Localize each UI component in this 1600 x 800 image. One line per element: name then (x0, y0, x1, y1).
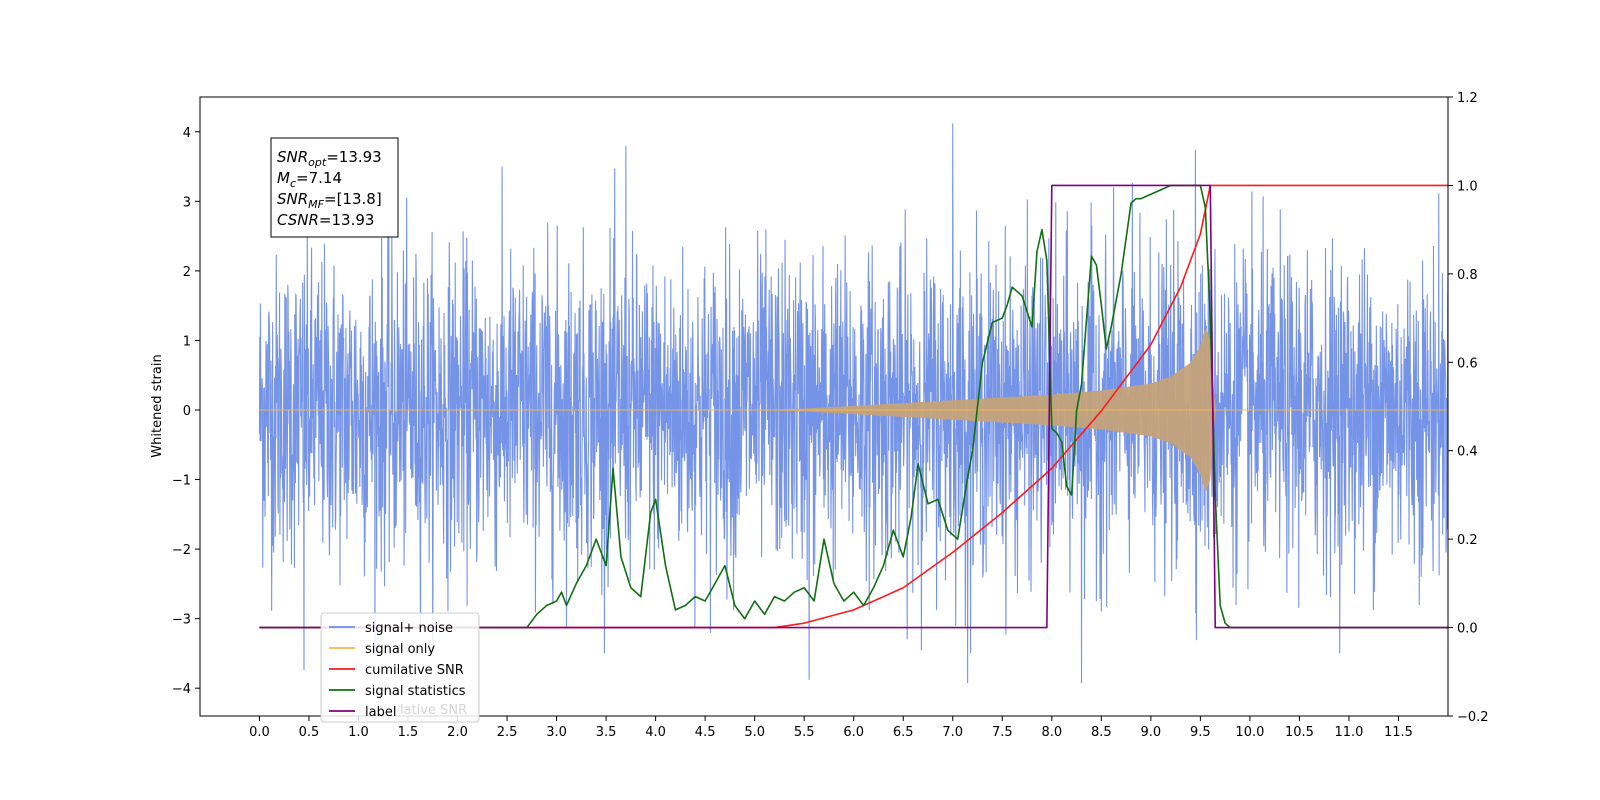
x-tick-label: 10.5 (1285, 725, 1314, 740)
y2-tick-label: 0.0 (1457, 622, 1478, 637)
annotation-box: SNRopt=13.93Mc=7.14SNRMF=[13.8]CSNR=13.9… (270, 137, 399, 238)
legend: signal+ noise signal only cumilative SNR si… (320, 612, 480, 723)
y2-tick-label: −0.2 (1457, 710, 1489, 725)
annotation-line: CSNR=13.93 (277, 211, 374, 229)
x-tick-label: 6.5 (893, 725, 914, 740)
legend-label: signal only (365, 642, 435, 657)
y-tick-label: 1 (183, 334, 191, 349)
legend-label: label (365, 705, 396, 720)
x-tick-label: 8.0 (1041, 725, 1062, 740)
x-tick-label: 9.0 (1141, 725, 1162, 740)
x-tick-label: 4.5 (695, 725, 716, 740)
x-tick-label: 3.0 (546, 725, 567, 740)
y-axis-left: 4 3 2 1 0 −1 −2 −3 −4 (172, 126, 200, 697)
series-layer (258, 123, 1448, 684)
legend-ghost-text: lative SNR (400, 703, 467, 718)
x-tick-label: 11.5 (1384, 725, 1413, 740)
annotation-line: Mc=7.14 (277, 169, 342, 190)
annotation-line: SNRMF=[13.8] (277, 190, 382, 211)
x-tick-label: 2.0 (447, 725, 468, 740)
y2-tick-label: 0.6 (1457, 356, 1478, 371)
x-tick-label: 11.0 (1334, 725, 1363, 740)
x-tick-label: 8.5 (1091, 725, 1112, 740)
y-axis-right: 1.2 1.0 0.8 0.6 0.4 0.2 0.0 −0.2 (1448, 91, 1489, 725)
y-tick-label: 4 (183, 126, 191, 141)
x-tick-label: 7.5 (992, 725, 1013, 740)
series-label (259, 184, 1448, 629)
x-axis: 0.0 0.5 1.0 1.5 2.0 2.5 3.0 3.5 4.0 4.5 5.0 5.5 6.0 6… (249, 716, 1413, 740)
y2-tick-label: 1.2 (1457, 91, 1478, 106)
annotation-line: SNRopt=13.93 (277, 148, 382, 169)
x-tick-label: 3.5 (596, 725, 617, 740)
y-tick-label: −2 (172, 543, 191, 558)
x-tick-label: 1.5 (398, 725, 419, 740)
plot-frame (199, 96, 1449, 717)
y-axis-label: Whitened strain (150, 354, 165, 457)
y2-tick-label: 0.2 (1457, 533, 1478, 548)
x-tick-label: 6.0 (843, 725, 864, 740)
y-tick-label: 3 (183, 195, 191, 210)
y-tick-label: −4 (172, 682, 191, 697)
x-tick-label: 7.0 (942, 725, 963, 740)
y2-tick-label: 0.8 (1457, 268, 1478, 283)
x-tick-label: 2.5 (497, 725, 518, 740)
series-signal-noise (258, 123, 1448, 684)
y2-tick-label: 0.4 (1457, 445, 1478, 460)
x-tick-label: 5.5 (794, 725, 815, 740)
y-tick-label: 0 (183, 404, 191, 419)
legend-frame (320, 612, 480, 723)
y-tick-label: 2 (183, 265, 191, 280)
annotation-frame (270, 137, 399, 238)
x-tick-label: 0.5 (299, 725, 320, 740)
x-tick-label: 4.0 (645, 725, 666, 740)
legend-label: cumilative SNR (365, 663, 464, 678)
x-tick-label: 10.0 (1235, 725, 1264, 740)
x-tick-label: 5.0 (744, 725, 765, 740)
legend-label: signal statistics (365, 684, 466, 699)
legend-label: signal+ noise (365, 621, 453, 636)
x-tick-label: 1.0 (348, 725, 369, 740)
series-signal-statistics (259, 184, 1448, 629)
series-cumilative-snr (259, 184, 1448, 629)
x-tick-label: 9.5 (1190, 725, 1211, 740)
y-tick-label: −1 (172, 474, 191, 489)
y2-tick-label: 1.0 (1457, 179, 1478, 194)
x-tick-label: 0.0 (249, 725, 270, 740)
y-tick-label: −3 (172, 613, 191, 628)
